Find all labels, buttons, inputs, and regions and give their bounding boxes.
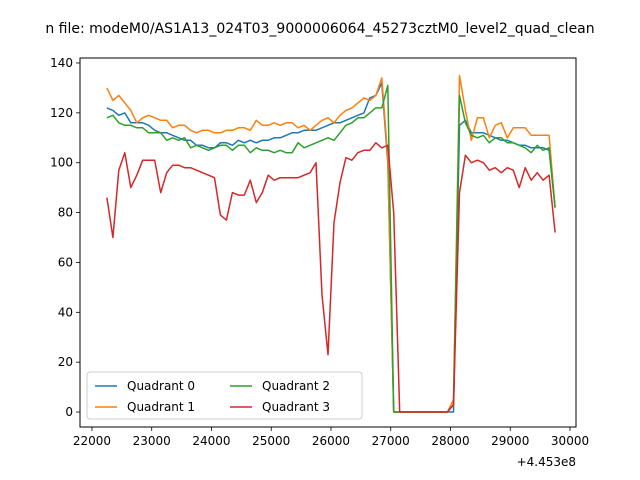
x-axis-offset-label: +4.453e8 xyxy=(517,455,576,469)
x-tick-label: 27000 xyxy=(372,434,410,448)
y-tick-label: 120 xyxy=(50,106,73,120)
series-line-quadrant-1 xyxy=(106,74,556,413)
legend-label-quadrant-2: Quadrant 2 xyxy=(262,379,330,393)
legend-label-quadrant-0: Quadrant 0 xyxy=(127,379,195,393)
x-tick-label: 23000 xyxy=(133,434,171,448)
y-tick-label: 100 xyxy=(50,156,73,170)
y-tick-label: 60 xyxy=(58,255,73,269)
legend: Quadrant 0 Quadrant 1 Quadrant 2 Quadrant 3 xyxy=(86,371,363,420)
y-tick-label: 80 xyxy=(58,206,73,220)
x-tick-label: 22000 xyxy=(73,434,111,448)
chart-title: n file: modeM0/AS1A13_024T03_9000006064_… xyxy=(45,21,594,37)
legend-box xyxy=(86,371,363,420)
plot-area-frame xyxy=(79,57,577,428)
y-tick-label: 140 xyxy=(50,56,73,70)
x-tick-label: 29000 xyxy=(491,434,529,448)
x-tick-label: 24000 xyxy=(192,434,230,448)
series-layer xyxy=(106,74,556,413)
y-tick-label: 40 xyxy=(58,305,73,319)
x-tick-label: 26000 xyxy=(312,434,350,448)
y-tick-label: 0 xyxy=(65,405,73,419)
x-tick-label: 25000 xyxy=(252,434,290,448)
legend-label-quadrant-3: Quadrant 3 xyxy=(262,400,330,414)
x-tick-label: 28000 xyxy=(431,434,469,448)
axes-layer: 22000 23000 24000 25000 26000 27000 28000 29000… xyxy=(50,56,589,448)
legend-label-quadrant-1: Quadrant 1 xyxy=(127,400,195,414)
y-tick-label: 20 xyxy=(58,355,73,369)
series-line-quadrant-3 xyxy=(106,142,556,413)
series-line-quadrant-2 xyxy=(106,84,556,413)
x-tick-label: 30000 xyxy=(551,434,589,448)
